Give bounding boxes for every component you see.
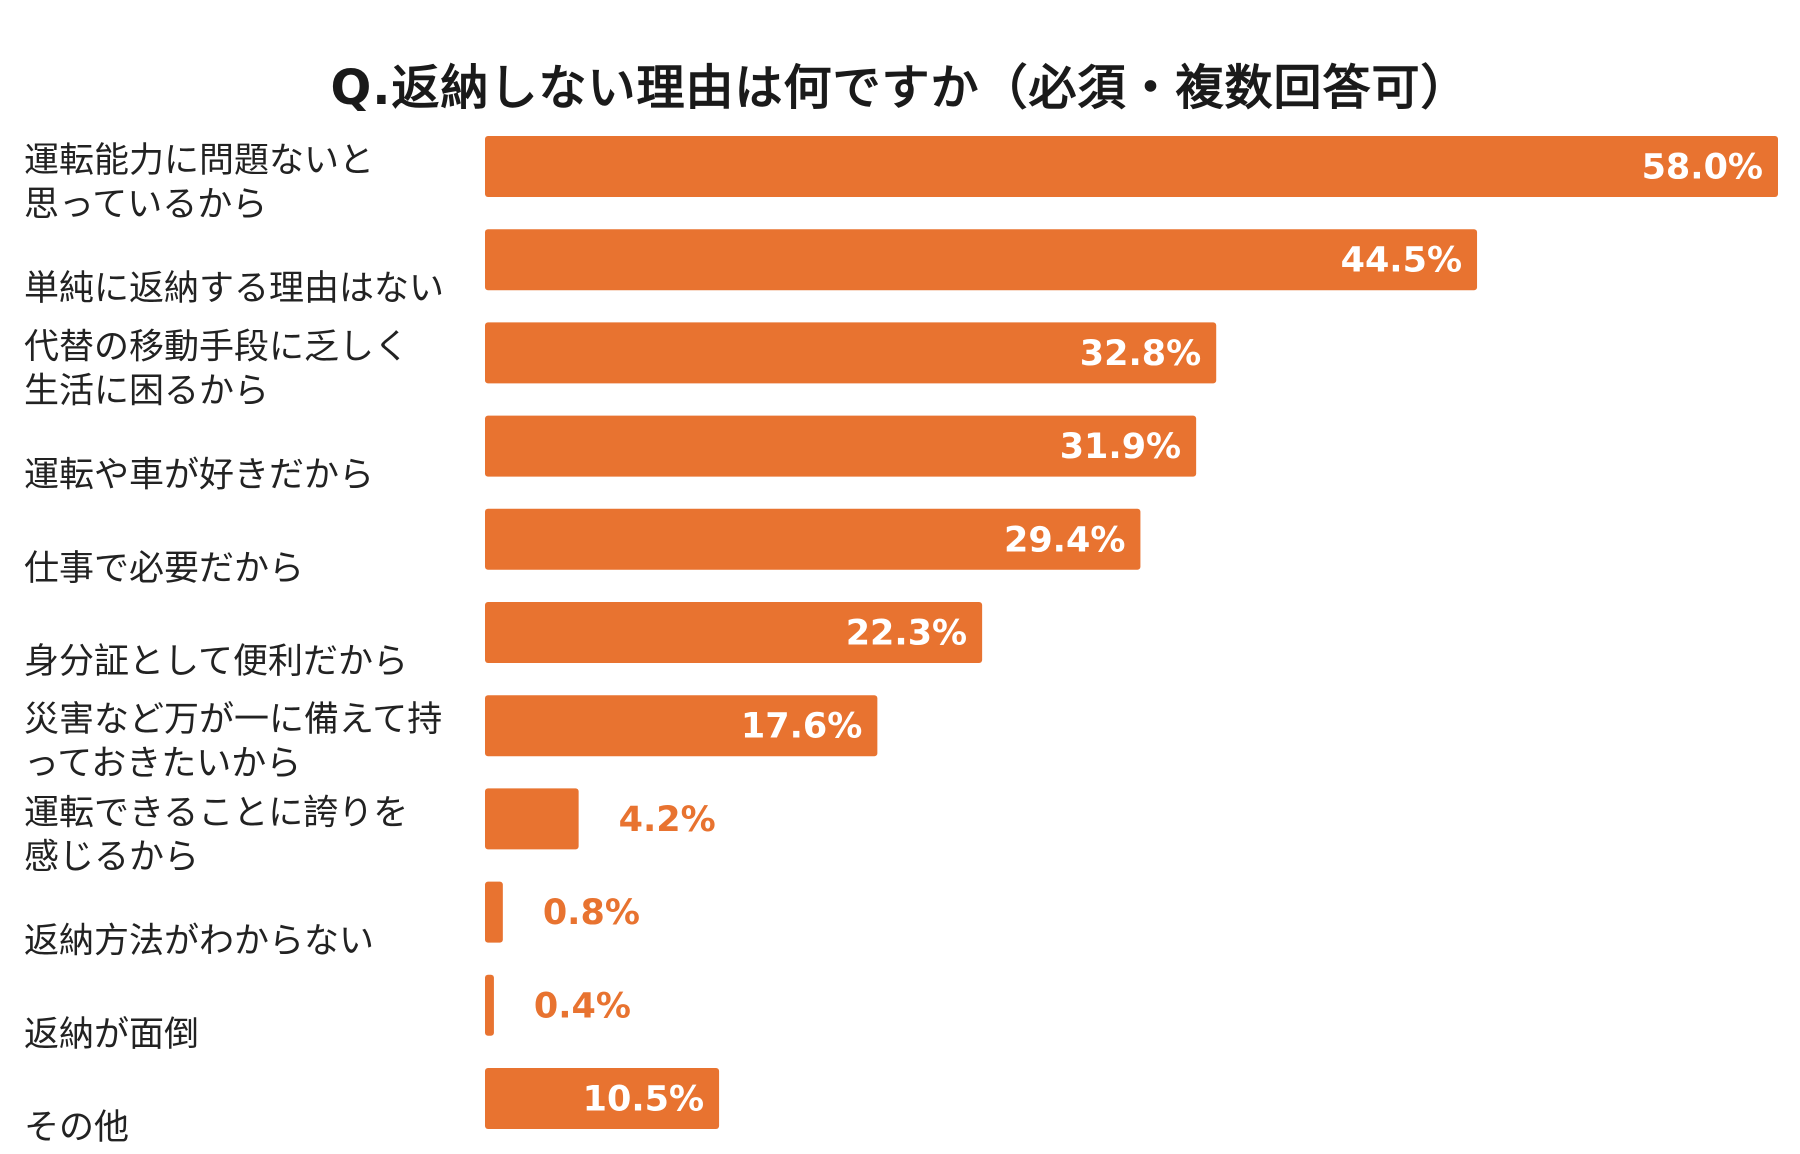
bar [485,508,1141,570]
value-label: 0.8% [543,893,640,933]
category-label-line: 単純に返納する理由はない [24,269,444,309]
category-label: 単純に返納する理由はない [24,269,444,309]
value-label: 22.3% [846,614,967,654]
category-label-line: 災害など万が一に備えて持 [24,700,442,740]
category-label-line: 返納方法がわからない [24,922,374,962]
category-label: 運転や車が好きだから [24,456,374,496]
bar [485,974,494,1036]
category-label-line: っておきたいから [24,744,301,784]
category-label-line: 生活に困るから [24,371,269,411]
value-label: 32.8% [1080,334,1201,374]
category-label-line: 仕事で必要だから [24,549,304,589]
category-label-line: 運転できることに誇りを [24,793,408,833]
bar [485,602,983,663]
category-label: その他 [24,1108,129,1148]
value-label: 58.0% [1642,148,1763,188]
category-label-line: 返納が面倒 [24,1015,199,1055]
category-label-line: 身分証として便利だから [24,642,408,682]
category-label-line: その他 [24,1108,129,1148]
category-label-line: 感じるから [24,837,199,877]
category-label: 仕事で必要だから [24,549,304,589]
value-label: 29.4% [1004,520,1125,560]
bar [485,695,878,757]
value-label: 44.5% [1341,241,1462,281]
category-label: 返納方法がわからない [24,922,374,962]
bar [485,881,503,943]
category-label: 運転できることに誇りを感じるから [24,793,408,877]
value-label: 17.6% [741,707,862,747]
category-label: 身分証として便利だから [24,642,408,682]
category-label-line: 代替の移動手段に乏しく [24,327,409,367]
bar [485,788,579,850]
category-label: 運転能力に問題ないと思っているから [24,141,374,225]
value-label: 10.5% [583,1080,704,1120]
bar [485,322,1217,384]
value-label: 0.4% [534,986,631,1026]
chart-title: Q.返納しない理由は何ですか（必須・複数回答可） [330,60,1470,116]
category-label: 災害など万が一に備えて持っておきたいから [24,700,442,784]
bar [485,1068,720,1129]
value-label: 31.9% [1060,427,1181,467]
bar [485,136,1778,197]
category-label: 代替の移動手段に乏しく生活に困るから [24,327,409,411]
bar [485,229,1478,291]
bar [485,415,1197,477]
value-label: 4.2% [619,800,716,840]
category-label-line: 思っているから [24,185,267,225]
category-label-line: 運転能力に問題ないと [24,141,374,181]
category-label: 返納が面倒 [24,1015,199,1055]
category-label-line: 運転や車が好きだから [24,456,374,496]
